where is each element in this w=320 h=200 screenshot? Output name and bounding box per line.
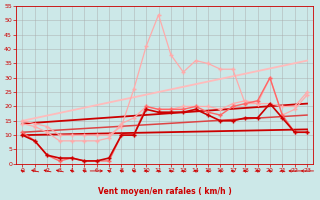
X-axis label: Vent moyen/en rafales ( km/h ): Vent moyen/en rafales ( km/h ) [98,187,232,196]
